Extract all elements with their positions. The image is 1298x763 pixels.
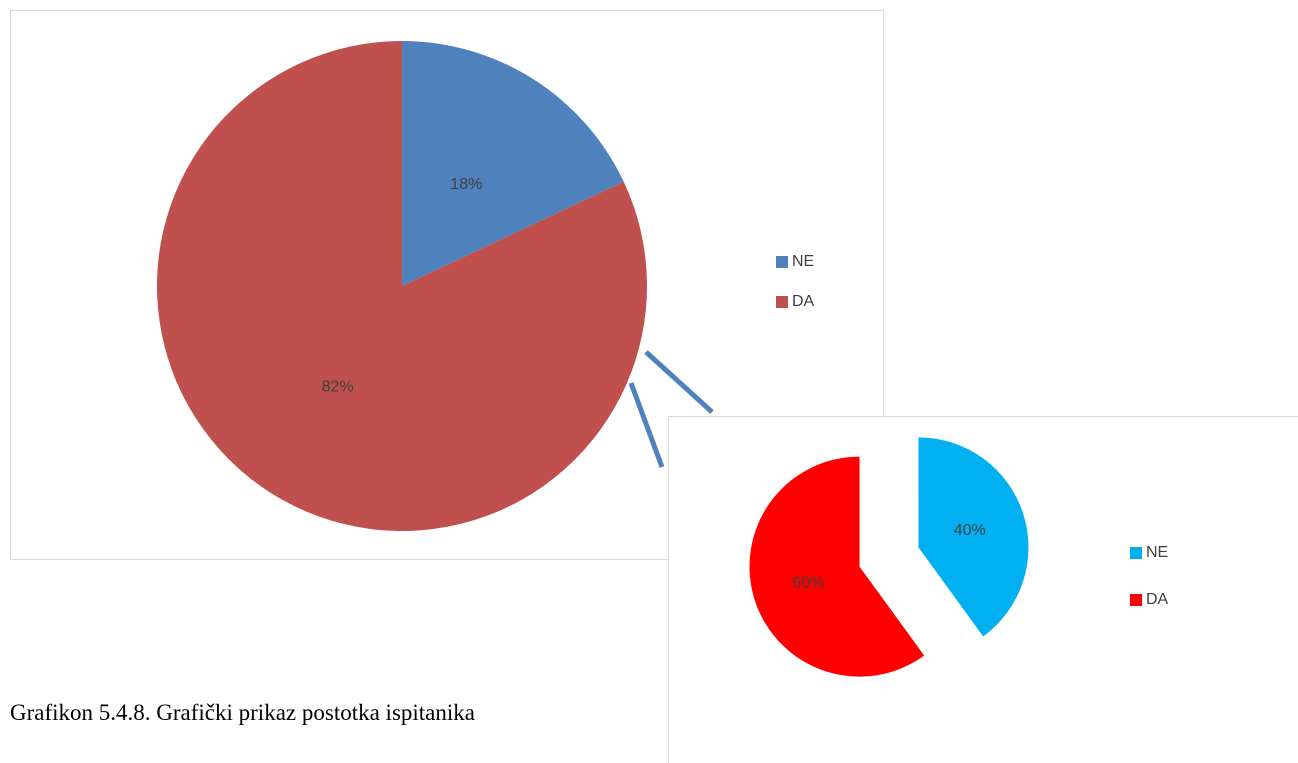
legend-swatch xyxy=(1130,547,1142,559)
legend-swatch xyxy=(776,296,788,308)
legend-label: NE xyxy=(792,253,814,270)
pie-slice xyxy=(157,41,647,531)
data-label: 60% xyxy=(792,574,824,591)
connector xyxy=(644,350,714,414)
legend-swatch xyxy=(776,256,788,268)
pie-chart: 18% NE 82% DA xyxy=(157,41,815,531)
legend-label: NE xyxy=(1146,544,1168,561)
legend-swatch xyxy=(1130,594,1142,606)
data-label: 40% xyxy=(954,522,986,539)
connector xyxy=(628,382,665,468)
caption: Grafikon 5.4.8. Grafički prikaz postotka… xyxy=(10,700,475,725)
data-label: 18% xyxy=(450,176,482,193)
legend-label: DA xyxy=(792,293,815,310)
legend-label: DA xyxy=(1146,591,1169,608)
pie-slice xyxy=(402,41,624,286)
data-label: 82% xyxy=(322,379,354,396)
pie-chart: 40% NE 60% DA xyxy=(749,437,1169,677)
pie-slice xyxy=(918,437,1029,637)
pie-slice xyxy=(749,456,925,677)
